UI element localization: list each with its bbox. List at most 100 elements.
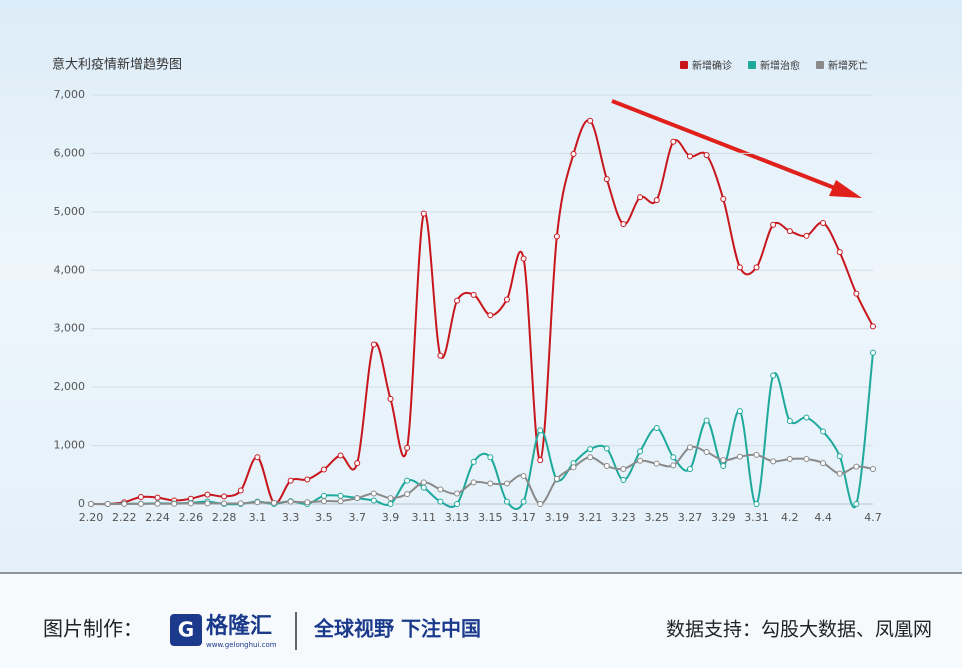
data-point [686, 444, 693, 451]
data-point [653, 197, 660, 204]
y-tick-label: 2,000 [54, 380, 86, 393]
x-tick-label: 3.1 [249, 511, 267, 524]
data-point [320, 492, 327, 499]
data-point [237, 487, 244, 494]
data-point [404, 491, 411, 498]
data-point [653, 425, 660, 432]
x-tick-label: 2.24 [145, 511, 170, 524]
chart-title: 意大利疫情新增趋势图 [52, 57, 182, 73]
data-point [570, 151, 577, 158]
data-point [370, 490, 377, 497]
data-point [503, 480, 510, 487]
data-point [620, 477, 627, 484]
data-point [553, 233, 560, 240]
data-point [88, 501, 94, 507]
data-point [553, 475, 560, 482]
data-point [803, 232, 810, 239]
x-tick-label: 3.29 [711, 511, 736, 524]
data-point [753, 451, 760, 458]
legend-label: 新增死亡 [828, 59, 868, 72]
x-tick-label: 3.19 [545, 511, 570, 524]
data-point [603, 445, 610, 452]
data-point [853, 501, 860, 507]
data-point [587, 117, 594, 124]
data-point [271, 499, 278, 506]
data-point [304, 499, 311, 506]
data-point [836, 470, 843, 477]
x-tick-label: 3.21 [578, 511, 603, 524]
data-point [487, 454, 494, 461]
data-point [320, 466, 327, 473]
data-point [786, 418, 793, 425]
data-point [437, 352, 444, 359]
x-tick-label: 2.22 [112, 511, 137, 524]
data-point [121, 500, 128, 507]
x-tick-label: 3.15 [478, 511, 503, 524]
y-tick-label: 6,000 [54, 146, 86, 159]
footer-site: www.gelonghui.com [206, 641, 277, 649]
data-point [354, 460, 361, 467]
data-point [104, 501, 111, 507]
data-point [836, 249, 843, 256]
data-point [503, 296, 510, 303]
x-tick-label: 2.20 [79, 511, 104, 524]
data-point [520, 255, 527, 262]
x-tick-label: 3.11 [412, 511, 437, 524]
data-point [354, 495, 361, 502]
y-tick-label: 0 [78, 497, 85, 510]
data-point [454, 297, 461, 304]
data-point [187, 500, 194, 507]
logo-letter: G [178, 618, 194, 642]
footer-maker: 图片制作： [43, 617, 143, 641]
footer-source: 数据支持：勾股大数据、凤凰网 [666, 619, 932, 641]
data-point [620, 465, 627, 472]
series-line [90, 119, 874, 506]
x-tick-label: 3.17 [511, 511, 536, 524]
data-point [237, 500, 244, 507]
legend-label: 新增确诊 [692, 59, 732, 72]
data-point [570, 464, 577, 471]
data-point [736, 264, 743, 271]
data-point [686, 465, 693, 472]
data-point [870, 349, 876, 356]
data-point [437, 486, 444, 493]
data-point [603, 176, 610, 183]
logo-icon [170, 614, 202, 646]
x-tick-label: 4.2 [781, 511, 799, 524]
data-point [337, 498, 344, 505]
data-point [337, 492, 344, 499]
data-point [603, 463, 610, 470]
data-point [470, 479, 477, 486]
data-point [587, 454, 594, 461]
data-point [786, 228, 793, 235]
footer-brand: 格隆汇 [206, 613, 272, 639]
data-point [736, 453, 743, 460]
y-tick-label: 5,000 [54, 205, 86, 218]
data-point [454, 501, 461, 507]
data-point [736, 408, 743, 415]
data-point [770, 221, 777, 228]
data-point [820, 428, 827, 435]
data-point [254, 454, 261, 461]
data-point [753, 501, 760, 507]
legend-swatch [680, 61, 688, 69]
data-point [370, 497, 377, 504]
data-point [853, 463, 860, 470]
data-point [221, 500, 228, 507]
x-tick-label: 3.3 [282, 511, 300, 524]
data-point [320, 498, 327, 505]
x-tick-label: 3.7 [348, 511, 366, 524]
data-point [337, 452, 344, 459]
data-point [820, 460, 827, 467]
data-point [803, 414, 810, 421]
data-point [154, 500, 161, 507]
data-point [637, 448, 644, 455]
data-point [503, 498, 510, 505]
series-line [90, 352, 874, 510]
data-point [204, 491, 211, 498]
y-tick-label: 1,000 [54, 439, 86, 452]
data-point [703, 448, 710, 455]
data-point [870, 323, 876, 330]
data-point [870, 465, 876, 472]
